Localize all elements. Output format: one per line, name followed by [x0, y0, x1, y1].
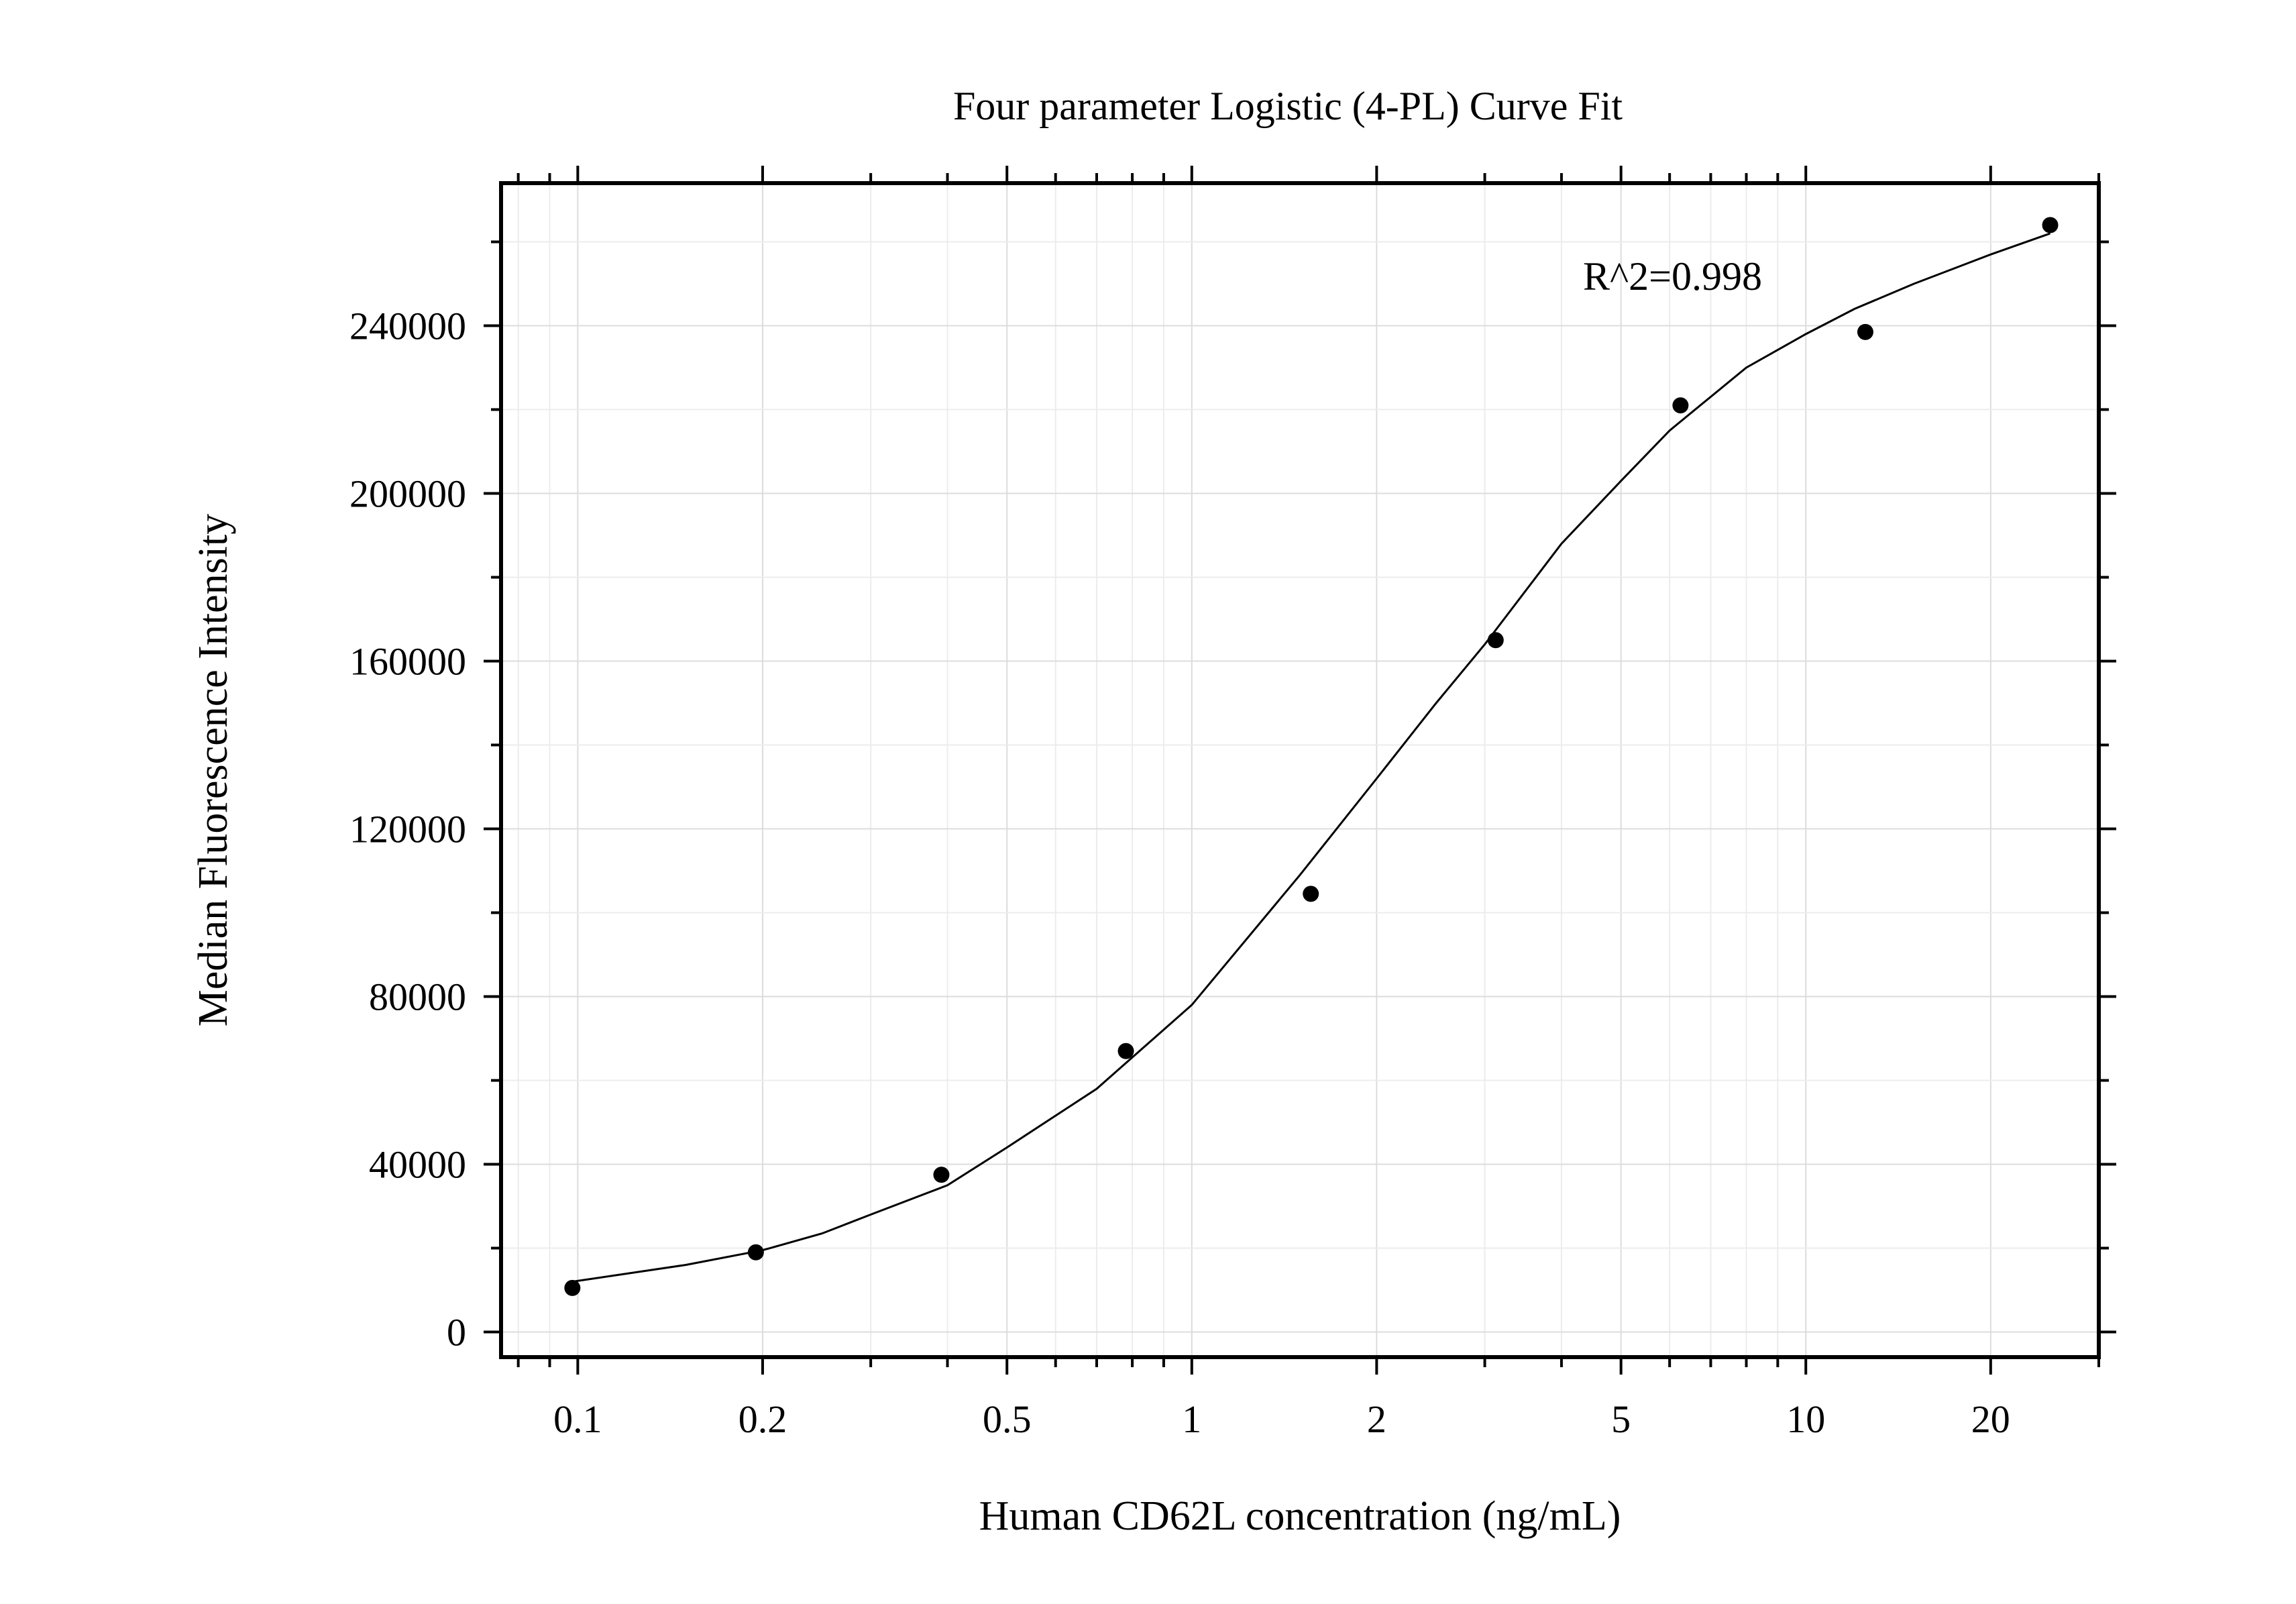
data-point — [747, 1244, 764, 1261]
y-tick-label: 240000 — [349, 305, 466, 348]
x-tick-label: 10 — [1786, 1397, 1825, 1441]
x-axis-title: Human CD62L concentration (ng/mL) — [979, 1493, 1621, 1539]
plot-frame — [499, 181, 2101, 1359]
x-tick-label: 0.1 — [553, 1397, 602, 1441]
r-squared-annotation: R^2=0.998 — [1583, 254, 1762, 299]
x-tick-label: 0.5 — [983, 1397, 1032, 1441]
data-point — [933, 1167, 950, 1183]
y-tick-label: 40000 — [369, 1143, 466, 1187]
data-point — [1303, 886, 1319, 902]
x-tick-label: 0.2 — [739, 1397, 787, 1441]
data-point — [564, 1279, 581, 1296]
y-tick-label: 0 — [447, 1311, 466, 1354]
data-point — [2042, 217, 2059, 233]
y-tick-label: 160000 — [349, 640, 466, 684]
y-tick-label: 200000 — [349, 472, 466, 516]
y-tick-label: 120000 — [349, 808, 466, 851]
data-point — [1487, 632, 1504, 649]
fit-curve — [572, 232, 2051, 1283]
data-point — [1857, 323, 1873, 340]
x-tick-label: 1 — [1182, 1397, 1201, 1441]
x-axis: 0.1 0.2 0.5 1 2 5 10 20 — [516, 166, 2100, 1441]
x-tick-label: 20 — [1971, 1397, 2010, 1441]
x-tick-label: 2 — [1367, 1397, 1386, 1441]
grid — [501, 183, 2099, 1357]
chart-title: Four parameter Logistic (4-PL) Curve Fit — [953, 84, 1623, 128]
y-tick-label: 80000 — [369, 975, 466, 1019]
y-axis-title: Median Fluorescence Intensity — [190, 514, 236, 1026]
data-points — [564, 217, 2059, 1296]
y-axis: 0 40000 80000 120000 160000 200000 240000 — [349, 240, 2116, 1354]
data-point — [1672, 397, 1689, 414]
x-tick-label: 5 — [1611, 1397, 1631, 1441]
data-point — [1117, 1042, 1134, 1059]
